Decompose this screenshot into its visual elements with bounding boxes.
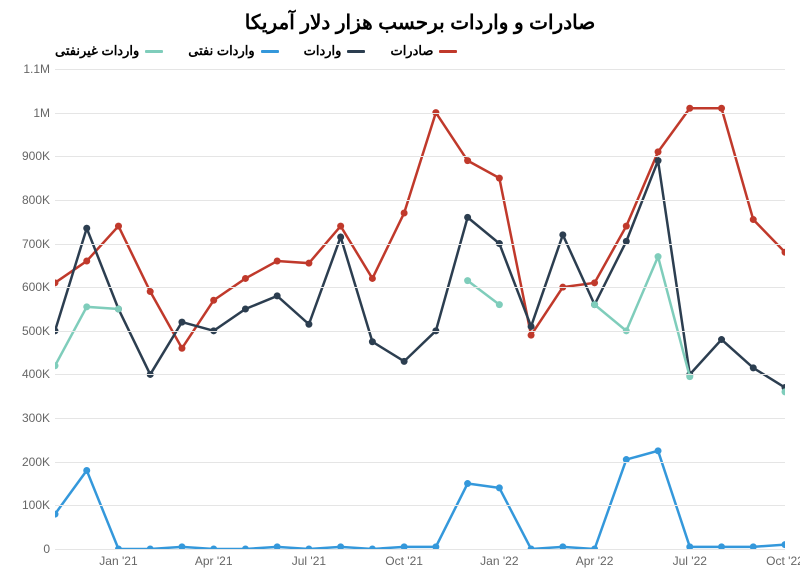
grid-line [55, 462, 785, 463]
data-point[interactable] [782, 541, 786, 548]
data-point[interactable] [242, 306, 249, 313]
data-point[interactable] [559, 231, 566, 238]
grid-line [55, 200, 785, 201]
chart-svg [55, 69, 785, 549]
data-point[interactable] [464, 157, 471, 164]
data-point[interactable] [718, 105, 725, 112]
grid-line [55, 549, 785, 550]
plot-area: 0100K200K300K400K500K600K700K800K900K1M1… [55, 69, 785, 549]
y-axis-label: 500K [5, 324, 50, 338]
y-axis-label: 600K [5, 280, 50, 294]
data-point[interactable] [337, 234, 344, 241]
legend-item[interactable]: صادرات [390, 43, 457, 59]
grid-line [55, 287, 785, 288]
grid-line [55, 331, 785, 332]
data-point[interactable] [686, 105, 693, 112]
data-point[interactable] [83, 225, 90, 232]
data-point[interactable] [115, 223, 122, 230]
x-axis-label: Jul '22 [673, 554, 707, 568]
legend-item[interactable]: واردات نفتی [188, 43, 278, 59]
grid-line [55, 505, 785, 506]
data-point[interactable] [464, 214, 471, 221]
data-point[interactable] [528, 332, 535, 339]
data-point[interactable] [591, 301, 598, 308]
x-axis-label: Apr '22 [576, 554, 614, 568]
y-axis-label: 200K [5, 455, 50, 469]
chart-title: صادرات و واردات برحسب هزار دلار آمریکا [55, 10, 785, 35]
data-point[interactable] [464, 277, 471, 284]
x-axis-label: Apr '21 [195, 554, 233, 568]
data-point[interactable] [274, 258, 281, 265]
data-point[interactable] [305, 321, 312, 328]
data-point[interactable] [528, 323, 535, 330]
data-point[interactable] [782, 388, 786, 395]
data-point[interactable] [496, 301, 503, 308]
grid-line [55, 156, 785, 157]
data-point[interactable] [464, 480, 471, 487]
series-line [55, 451, 785, 549]
grid-line [55, 244, 785, 245]
y-axis-label: 1M [5, 106, 50, 120]
data-point[interactable] [55, 362, 59, 369]
legend-item[interactable]: واردات غیرنفتی [55, 43, 163, 59]
legend-swatch [261, 50, 279, 53]
data-point[interactable] [115, 306, 122, 313]
data-point[interactable] [401, 210, 408, 217]
x-axis-label: Oct '22 [766, 554, 800, 568]
legend-swatch [145, 50, 163, 53]
legend-label: واردات [304, 43, 342, 59]
data-point[interactable] [496, 484, 503, 491]
x-axis-label: Oct '21 [385, 554, 423, 568]
data-point[interactable] [655, 253, 662, 260]
data-point[interactable] [496, 175, 503, 182]
data-point[interactable] [337, 223, 344, 230]
data-point[interactable] [623, 223, 630, 230]
data-point[interactable] [305, 260, 312, 267]
data-point[interactable] [655, 157, 662, 164]
grid-line [55, 113, 785, 114]
data-point[interactable] [401, 358, 408, 365]
data-point[interactable] [83, 258, 90, 265]
data-point[interactable] [83, 303, 90, 310]
legend-label: صادرات [390, 43, 433, 59]
series-line [55, 108, 785, 348]
data-point[interactable] [178, 319, 185, 326]
legend-label: واردات نفتی [188, 43, 254, 59]
data-point[interactable] [178, 345, 185, 352]
x-axis-label: Jan '21 [99, 554, 137, 568]
x-axis-label: Jan '22 [480, 554, 518, 568]
data-point[interactable] [655, 148, 662, 155]
data-point[interactable] [369, 275, 376, 282]
data-point[interactable] [591, 279, 598, 286]
data-point[interactable] [655, 447, 662, 454]
grid-line [55, 374, 785, 375]
y-axis-label: 300K [5, 411, 50, 425]
data-point[interactable] [369, 338, 376, 345]
data-point[interactable] [750, 216, 757, 223]
grid-line [55, 418, 785, 419]
y-axis-label: 800K [5, 193, 50, 207]
legend-label: واردات غیرنفتی [55, 43, 139, 59]
data-point[interactable] [147, 288, 154, 295]
y-axis-label: 400K [5, 367, 50, 381]
series-line [55, 161, 785, 388]
data-point[interactable] [210, 297, 217, 304]
y-axis-label: 1.1M [5, 62, 50, 76]
data-point[interactable] [750, 364, 757, 371]
data-point[interactable] [274, 292, 281, 299]
y-axis-label: 900K [5, 149, 50, 163]
y-axis-label: 0 [5, 542, 50, 556]
data-point[interactable] [242, 275, 249, 282]
grid-line [55, 69, 785, 70]
legend: صادرات واردات واردات نفتی واردات غیرنفتی [55, 43, 785, 59]
chart-container: صادرات و واردات برحسب هزار دلار آمریکا ص… [0, 0, 800, 584]
data-point[interactable] [718, 336, 725, 343]
legend-item[interactable]: واردات [304, 43, 366, 59]
legend-swatch [347, 50, 365, 53]
x-axis-label: Jul '21 [292, 554, 326, 568]
y-axis-label: 700K [5, 237, 50, 251]
y-axis-label: 100K [5, 498, 50, 512]
data-point[interactable] [83, 467, 90, 474]
legend-swatch [439, 50, 457, 53]
